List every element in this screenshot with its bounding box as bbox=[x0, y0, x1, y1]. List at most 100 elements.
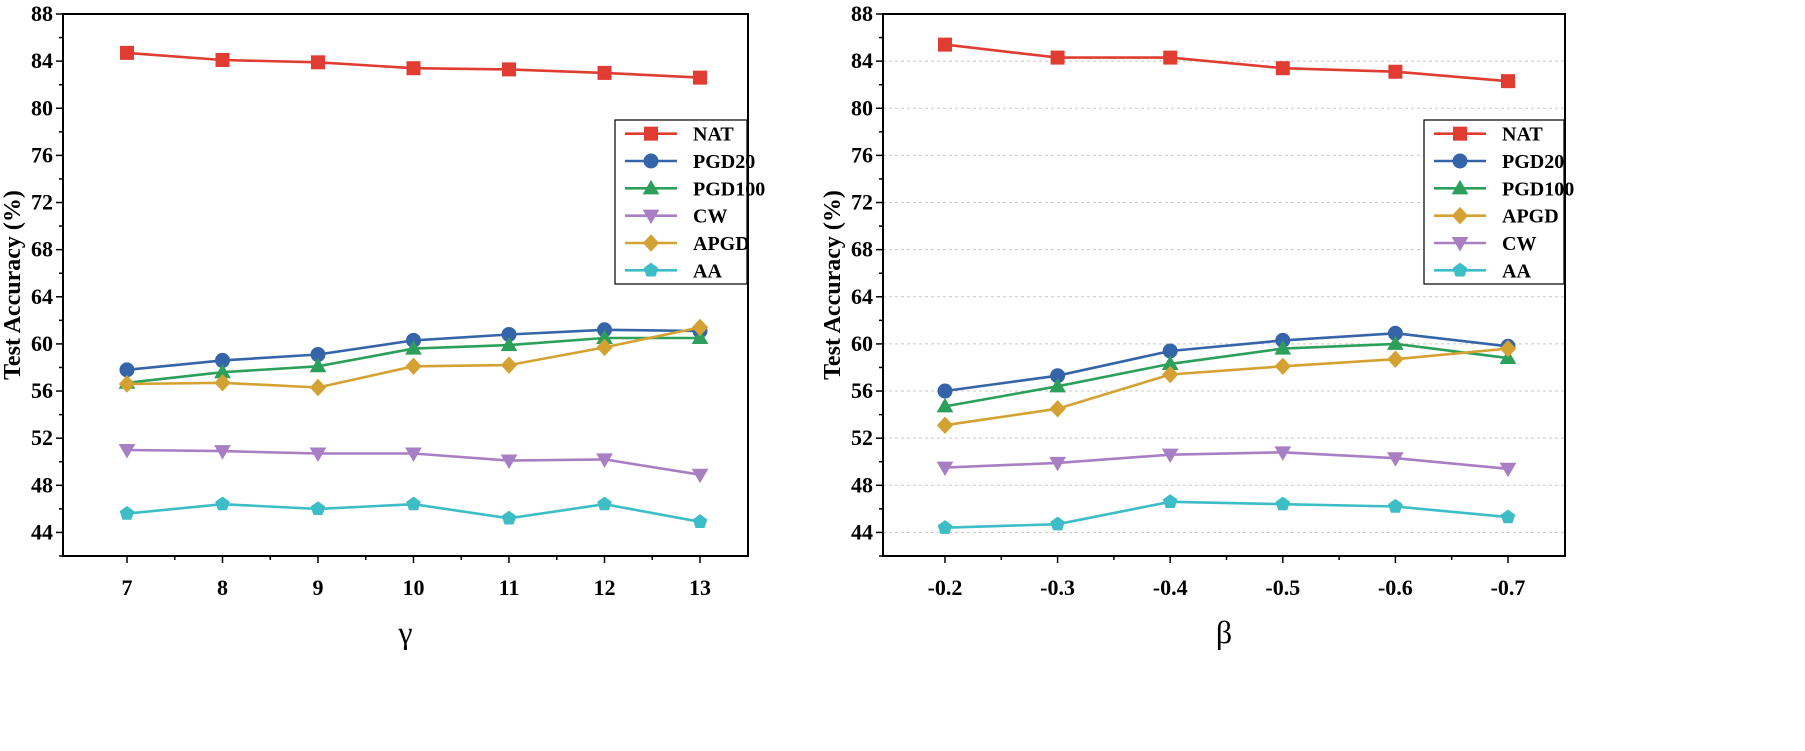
series-line-nat bbox=[944, 43, 1509, 83]
data-point-nat-2 bbox=[1163, 50, 1178, 65]
legend-entry-label: PGD20 bbox=[1502, 151, 1564, 173]
legend-swatch-marker bbox=[643, 262, 659, 277]
y-tick-label: 64 bbox=[31, 284, 53, 309]
y-tick-label: 84 bbox=[851, 48, 873, 73]
series-apgd bbox=[936, 339, 1517, 434]
legend-swatch-marker bbox=[1452, 153, 1468, 169]
data-point-apgd-2 bbox=[1162, 365, 1179, 384]
data-point-nat-4 bbox=[502, 62, 516, 77]
series-cw bbox=[936, 446, 1517, 478]
legend-entry-label: NAT bbox=[693, 124, 734, 146]
data-point-apgd-5 bbox=[1499, 339, 1517, 358]
series-cw bbox=[118, 443, 709, 484]
y-tick-label: 88 bbox=[851, 1, 873, 26]
data-point-aa-0 bbox=[937, 520, 953, 534]
data-point-apgd-2 bbox=[309, 378, 327, 397]
series-nat bbox=[120, 45, 707, 85]
legend-swatch-marker bbox=[642, 179, 660, 195]
x-tick-label: 11 bbox=[499, 575, 520, 600]
data-point-aa-5 bbox=[597, 496, 612, 511]
data-point-cw-3 bbox=[405, 447, 422, 462]
data-point-apgd-3 bbox=[1274, 357, 1291, 376]
data-point-aa-3 bbox=[1275, 496, 1291, 511]
data-point-nat-1 bbox=[215, 52, 230, 67]
data-point-nat-4 bbox=[1388, 64, 1403, 79]
data-point-cw-0 bbox=[118, 443, 136, 459]
legend-swatch-marker bbox=[642, 209, 660, 225]
legend-entry-label: CW bbox=[1502, 233, 1536, 255]
data-point-nat-5 bbox=[1501, 74, 1515, 89]
data-point-aa-2 bbox=[310, 501, 326, 515]
data-point-apgd-0 bbox=[936, 416, 954, 434]
legend-entry-label: AA bbox=[1502, 260, 1531, 282]
data-point-aa-6 bbox=[692, 514, 708, 528]
legend-entry-label: PGD20 bbox=[693, 151, 755, 173]
x-tick-label: 8 bbox=[217, 575, 228, 600]
series-line-cw bbox=[944, 450, 1509, 471]
legend-entry-label: PGD100 bbox=[693, 178, 765, 200]
y-tick-label: 72 bbox=[851, 190, 873, 215]
series-aa bbox=[119, 496, 708, 528]
data-point-aa-5 bbox=[1500, 509, 1516, 524]
legend-swatch-marker bbox=[643, 153, 659, 169]
series-aa bbox=[937, 494, 1516, 534]
chart-panel-1: 44 48 52 56 60 64 68 72 76 80 84 88 7 8 9 10 11 12 13 Test … bbox=[0, 1, 765, 650]
legend-swatch-marker bbox=[1453, 126, 1467, 141]
x-tick-label: -0.6 bbox=[1378, 575, 1413, 600]
x-axis-title: β bbox=[1216, 614, 1232, 650]
y-tick-label: 60 bbox=[31, 331, 53, 356]
y-tick-label: 60 bbox=[851, 331, 873, 356]
data-point-apgd-5 bbox=[596, 338, 613, 357]
legend-entry-label: APGD bbox=[1502, 206, 1559, 228]
plot-frame bbox=[882, 13, 1566, 557]
series-nat bbox=[938, 37, 1515, 89]
series-apgd bbox=[118, 318, 709, 397]
data-point-cw-0 bbox=[936, 461, 954, 477]
data-point-aa-1 bbox=[1050, 516, 1065, 531]
data-point-aa-2 bbox=[1162, 494, 1178, 508]
y-tick-label: 76 bbox=[851, 142, 873, 167]
y-tick-label: 56 bbox=[31, 378, 53, 403]
data-point-cw-3 bbox=[1274, 446, 1292, 461]
y-tick-label: 44 bbox=[851, 519, 873, 544]
legend-swatch-marker bbox=[642, 234, 660, 252]
data-point-aa-4 bbox=[1388, 498, 1403, 513]
data-point-nat-0 bbox=[120, 45, 134, 60]
legend-entry-label: CW bbox=[693, 206, 727, 228]
data-point-pgd100-4 bbox=[500, 336, 518, 352]
y-tick-label: 52 bbox=[851, 425, 873, 450]
data-point-pgd100-3 bbox=[405, 340, 422, 355]
data-point-pgd100-0 bbox=[936, 397, 954, 413]
data-point-nat-2 bbox=[311, 55, 325, 70]
y-tick-label: 68 bbox=[851, 237, 873, 262]
x-tick-label: 9 bbox=[313, 575, 324, 600]
y-tick-label: 84 bbox=[31, 48, 53, 73]
data-point-pgd100-2 bbox=[309, 357, 327, 373]
data-point-apgd-4 bbox=[1387, 350, 1404, 368]
data-point-cw-2 bbox=[1161, 448, 1179, 464]
data-point-cw-5 bbox=[1499, 462, 1517, 478]
legend-swatch-marker bbox=[1451, 179, 1469, 195]
legend-swatch-marker bbox=[1451, 237, 1469, 252]
y-tick-label: 44 bbox=[31, 519, 53, 544]
x-tick-label: 10 bbox=[403, 575, 425, 600]
legend: NAT PGD20 PGD100 CW APGD AA bbox=[614, 119, 765, 285]
series-line-pgd20 bbox=[944, 331, 1509, 393]
data-point-apgd-3 bbox=[405, 357, 422, 376]
x-axis-title: γ bbox=[397, 614, 412, 650]
y-tick-label: 48 bbox=[31, 472, 53, 497]
series-line-pgd100 bbox=[944, 342, 1509, 408]
plot-frame bbox=[62, 13, 749, 557]
chart-panel-2: 44 48 52 56 60 64 68 72 76 80 84 88 -0.2 -0.3 -0.4 -0.5… bbox=[820, 1, 1574, 650]
y-tick-label: 68 bbox=[31, 237, 53, 262]
series-pgd100 bbox=[936, 335, 1517, 413]
legend-entry-label: AA bbox=[693, 260, 722, 282]
data-point-apgd-4 bbox=[500, 356, 518, 374]
data-point-cw-2 bbox=[309, 447, 327, 462]
legend-entry-label: PGD100 bbox=[1502, 178, 1574, 200]
y-tick-label: 80 bbox=[31, 95, 53, 120]
y-tick-label: 88 bbox=[31, 1, 53, 26]
x-tick-label: 12 bbox=[594, 575, 616, 600]
data-point-pgd100-1 bbox=[1049, 377, 1066, 393]
